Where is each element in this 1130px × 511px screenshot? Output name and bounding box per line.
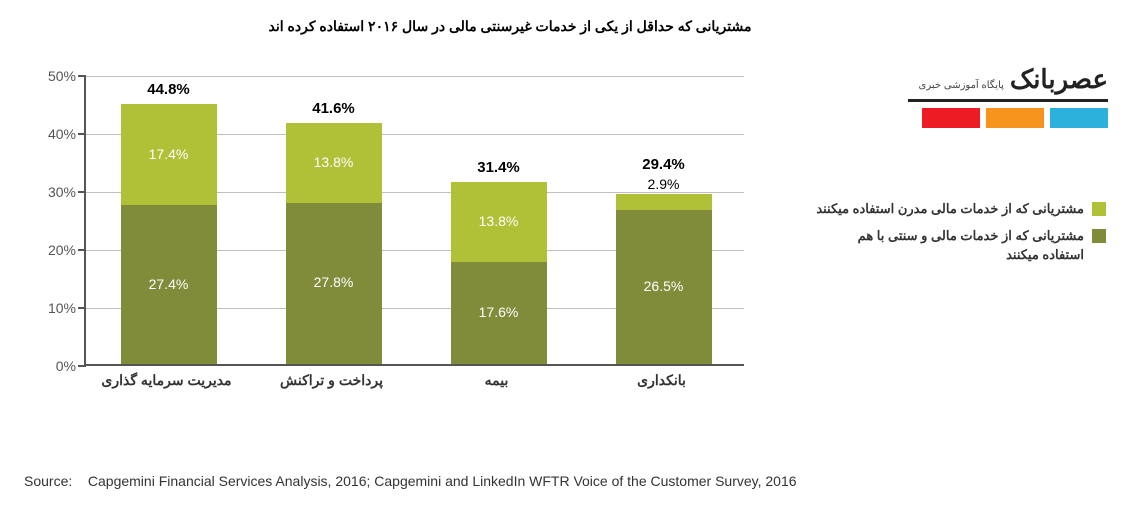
x-axis-label: پرداخت و تراکنش <box>252 372 412 389</box>
y-tick <box>78 75 86 77</box>
chart-title: مشتریانی که حداقل از یکی از خدمات غیرسنت… <box>0 18 1020 35</box>
y-tick <box>78 133 86 135</box>
y-axis-label: 0% <box>56 358 76 374</box>
grid-line <box>86 76 744 77</box>
bar-value-label: 13.8% <box>286 154 382 170</box>
bar-segment-bottom: 27.4% <box>121 205 217 364</box>
bar-segment-top: 2.9% <box>616 194 712 211</box>
x-axis-label: بانکداری <box>582 372 742 389</box>
bar-total-label: 31.4% <box>431 159 565 176</box>
bar-group: 17.6%13.8%31.4% <box>451 182 547 364</box>
bar-value-label: 27.4% <box>121 276 217 292</box>
logo-stripe-blue <box>1050 108 1108 128</box>
logo-underline <box>908 99 1108 102</box>
bar-total-label: 44.8% <box>101 81 235 98</box>
bar-value-label: 2.9% <box>616 176 712 192</box>
legend-swatch <box>1092 202 1106 216</box>
x-axis-label: بیمه <box>417 372 577 389</box>
legend-item-bottom: مشتریانی که از خدمات مالی و سنتی با هم ا… <box>816 227 1106 265</box>
y-axis-label: 10% <box>48 300 76 316</box>
bar-value-label: 17.6% <box>451 304 547 320</box>
bar-segment-top: 13.8% <box>286 123 382 203</box>
legend-text: مشتریانی که از خدمات مالی مدرن استفاده م… <box>816 200 1084 219</box>
y-tick <box>78 249 86 251</box>
logo-main-text: عصربانک <box>1010 64 1108 95</box>
logo-sub-text: پایگاه آموزشی خبری <box>919 80 1004 91</box>
source-label: Source: <box>24 473 84 489</box>
bar-value-label: 27.8% <box>286 274 382 290</box>
bar-group: 27.8%13.8%41.6% <box>286 123 382 364</box>
y-axis-label: 30% <box>48 184 76 200</box>
y-axis-label: 50% <box>48 68 76 84</box>
y-tick <box>78 365 86 367</box>
bar-segment-top: 17.4% <box>121 104 217 205</box>
legend-item-top: مشتریانی که از خدمات مالی مدرن استفاده م… <box>816 200 1106 219</box>
bar-group: 26.5%2.9%29.4% <box>616 193 712 364</box>
bar-value-label: 13.8% <box>451 213 547 229</box>
y-tick <box>78 191 86 193</box>
bar-group: 27.4%17.4%44.8% <box>121 104 217 364</box>
logo-stripe-orange <box>986 108 1044 128</box>
bar-value-label: 26.5% <box>616 278 712 294</box>
source-text: Capgemini Financial Services Analysis, 2… <box>88 473 797 489</box>
logo: عصربانک پایگاه آموزشی خبری <box>908 64 1108 128</box>
bar-value-label: 17.4% <box>121 146 217 162</box>
logo-stripe-red <box>922 108 980 128</box>
bar-segment-top: 13.8% <box>451 182 547 262</box>
legend-text: مشتریانی که از خدمات مالی و سنتی با هم ا… <box>816 227 1084 265</box>
bar-segment-bottom: 17.6% <box>451 262 547 364</box>
bar-total-label: 41.6% <box>266 100 400 117</box>
legend-swatch <box>1092 229 1106 243</box>
x-axis-label: مدیریت سرمایه گذاری <box>87 372 247 389</box>
chart: 0%10%20%30%40%50%27.4%17.4%44.8%27.8%13.… <box>36 76 756 396</box>
bar-total-label: 29.4% <box>596 156 730 173</box>
y-tick <box>78 307 86 309</box>
bar-segment-bottom: 26.5% <box>616 210 712 364</box>
y-axis-label: 40% <box>48 126 76 142</box>
logo-stripes <box>908 108 1108 128</box>
source-line: Source: Capgemini Financial Services Ana… <box>24 473 797 489</box>
bar-segment-bottom: 27.8% <box>286 203 382 364</box>
plot-area: 0%10%20%30%40%50%27.4%17.4%44.8%27.8%13.… <box>84 76 744 366</box>
legend: مشتریانی که از خدمات مالی مدرن استفاده م… <box>816 200 1106 273</box>
y-axis-label: 20% <box>48 242 76 258</box>
